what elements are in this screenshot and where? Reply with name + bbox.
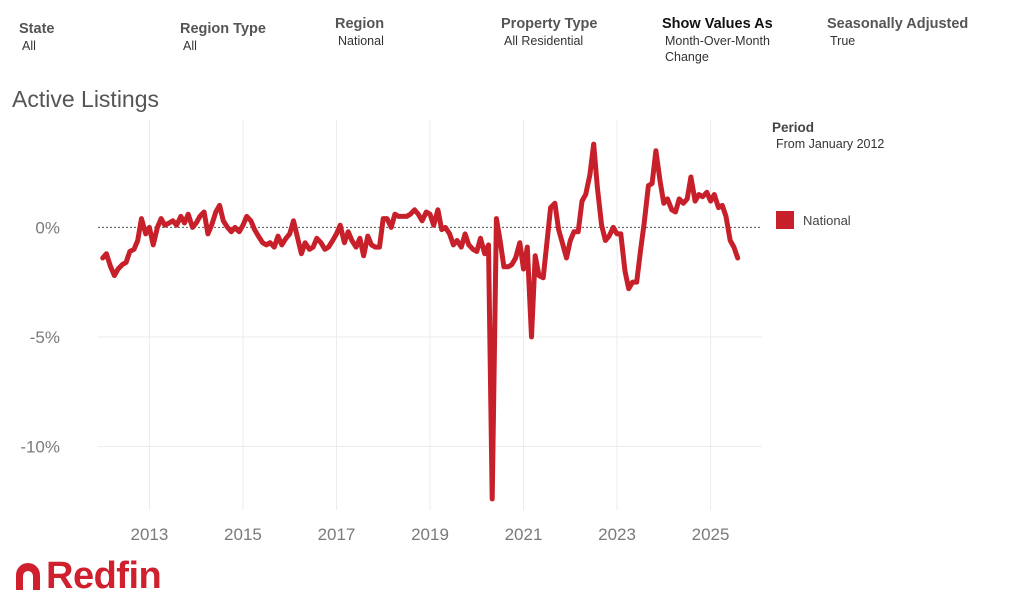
x-tick-label: 2015 — [224, 525, 262, 544]
filter-region-label: Region — [335, 16, 385, 32]
filter-region-type-label: Region Type — [180, 21, 266, 37]
chart-title: Active Listings — [12, 86, 160, 112]
axis-labels: 2013 2015 2017 2019 2021 2023 2025 0% -5% -10% — [20, 218, 729, 544]
filter-show-values-as-label: Show Values As — [662, 16, 773, 32]
x-tick-label: 2017 — [318, 525, 356, 544]
filter-state[interactable]: State All — [19, 21, 54, 54]
redfin-logo: Redfin — [10, 555, 162, 597]
y-tick-label: 0% — [35, 218, 60, 237]
filter-seasonally-adjusted-value[interactable]: True — [830, 34, 856, 48]
x-tick-label: 2023 — [598, 525, 636, 544]
filter-state-label: State — [19, 21, 55, 37]
filter-region-type[interactable]: Region Type All — [180, 21, 266, 54]
filter-show-values-as-value[interactable]: Month-Over-Month Change — [665, 34, 770, 64]
filter-region-value[interactable]: National — [338, 34, 384, 48]
filter-property-type-value[interactable]: All Residential — [504, 34, 584, 48]
filter-region[interactable]: Region National — [335, 16, 384, 49]
y-tick-label: -5% — [30, 328, 60, 347]
legend-swatch — [776, 211, 794, 229]
filter-seasonally-adjusted-label: Seasonally Adjusted — [827, 16, 969, 32]
x-tick-label: 2021 — [505, 525, 543, 544]
filter-seasonally-adjusted[interactable]: Seasonally Adjusted True — [827, 16, 968, 49]
x-tick-label: 2025 — [692, 525, 730, 544]
x-tick-label: 2019 — [411, 525, 449, 544]
filter-state-value[interactable]: All — [22, 39, 36, 53]
grid-lines — [98, 120, 762, 510]
filter-property-type-label: Property Type — [501, 16, 598, 32]
x-tick-label: 2013 — [131, 525, 169, 544]
redfin-mark-icon — [16, 563, 40, 590]
legend-label: National — [803, 212, 851, 228]
filter-region-type-value[interactable]: All — [183, 39, 197, 53]
legend-title: Period — [772, 120, 815, 135]
filter-property-type[interactable]: Property Type All Residential — [501, 16, 597, 49]
series-line-national[interactable] — [100, 141, 741, 502]
redfin-wordmark: Redfin — [46, 555, 162, 597]
y-tick-label: -10% — [20, 437, 60, 456]
legend-subtitle: From January 2012 — [776, 137, 885, 151]
series-layer[interactable] — [100, 141, 741, 502]
legend-item-national[interactable]: National — [776, 211, 851, 229]
filter-show-values-as[interactable]: Show Values As Month-Over-Month Change — [662, 16, 773, 65]
